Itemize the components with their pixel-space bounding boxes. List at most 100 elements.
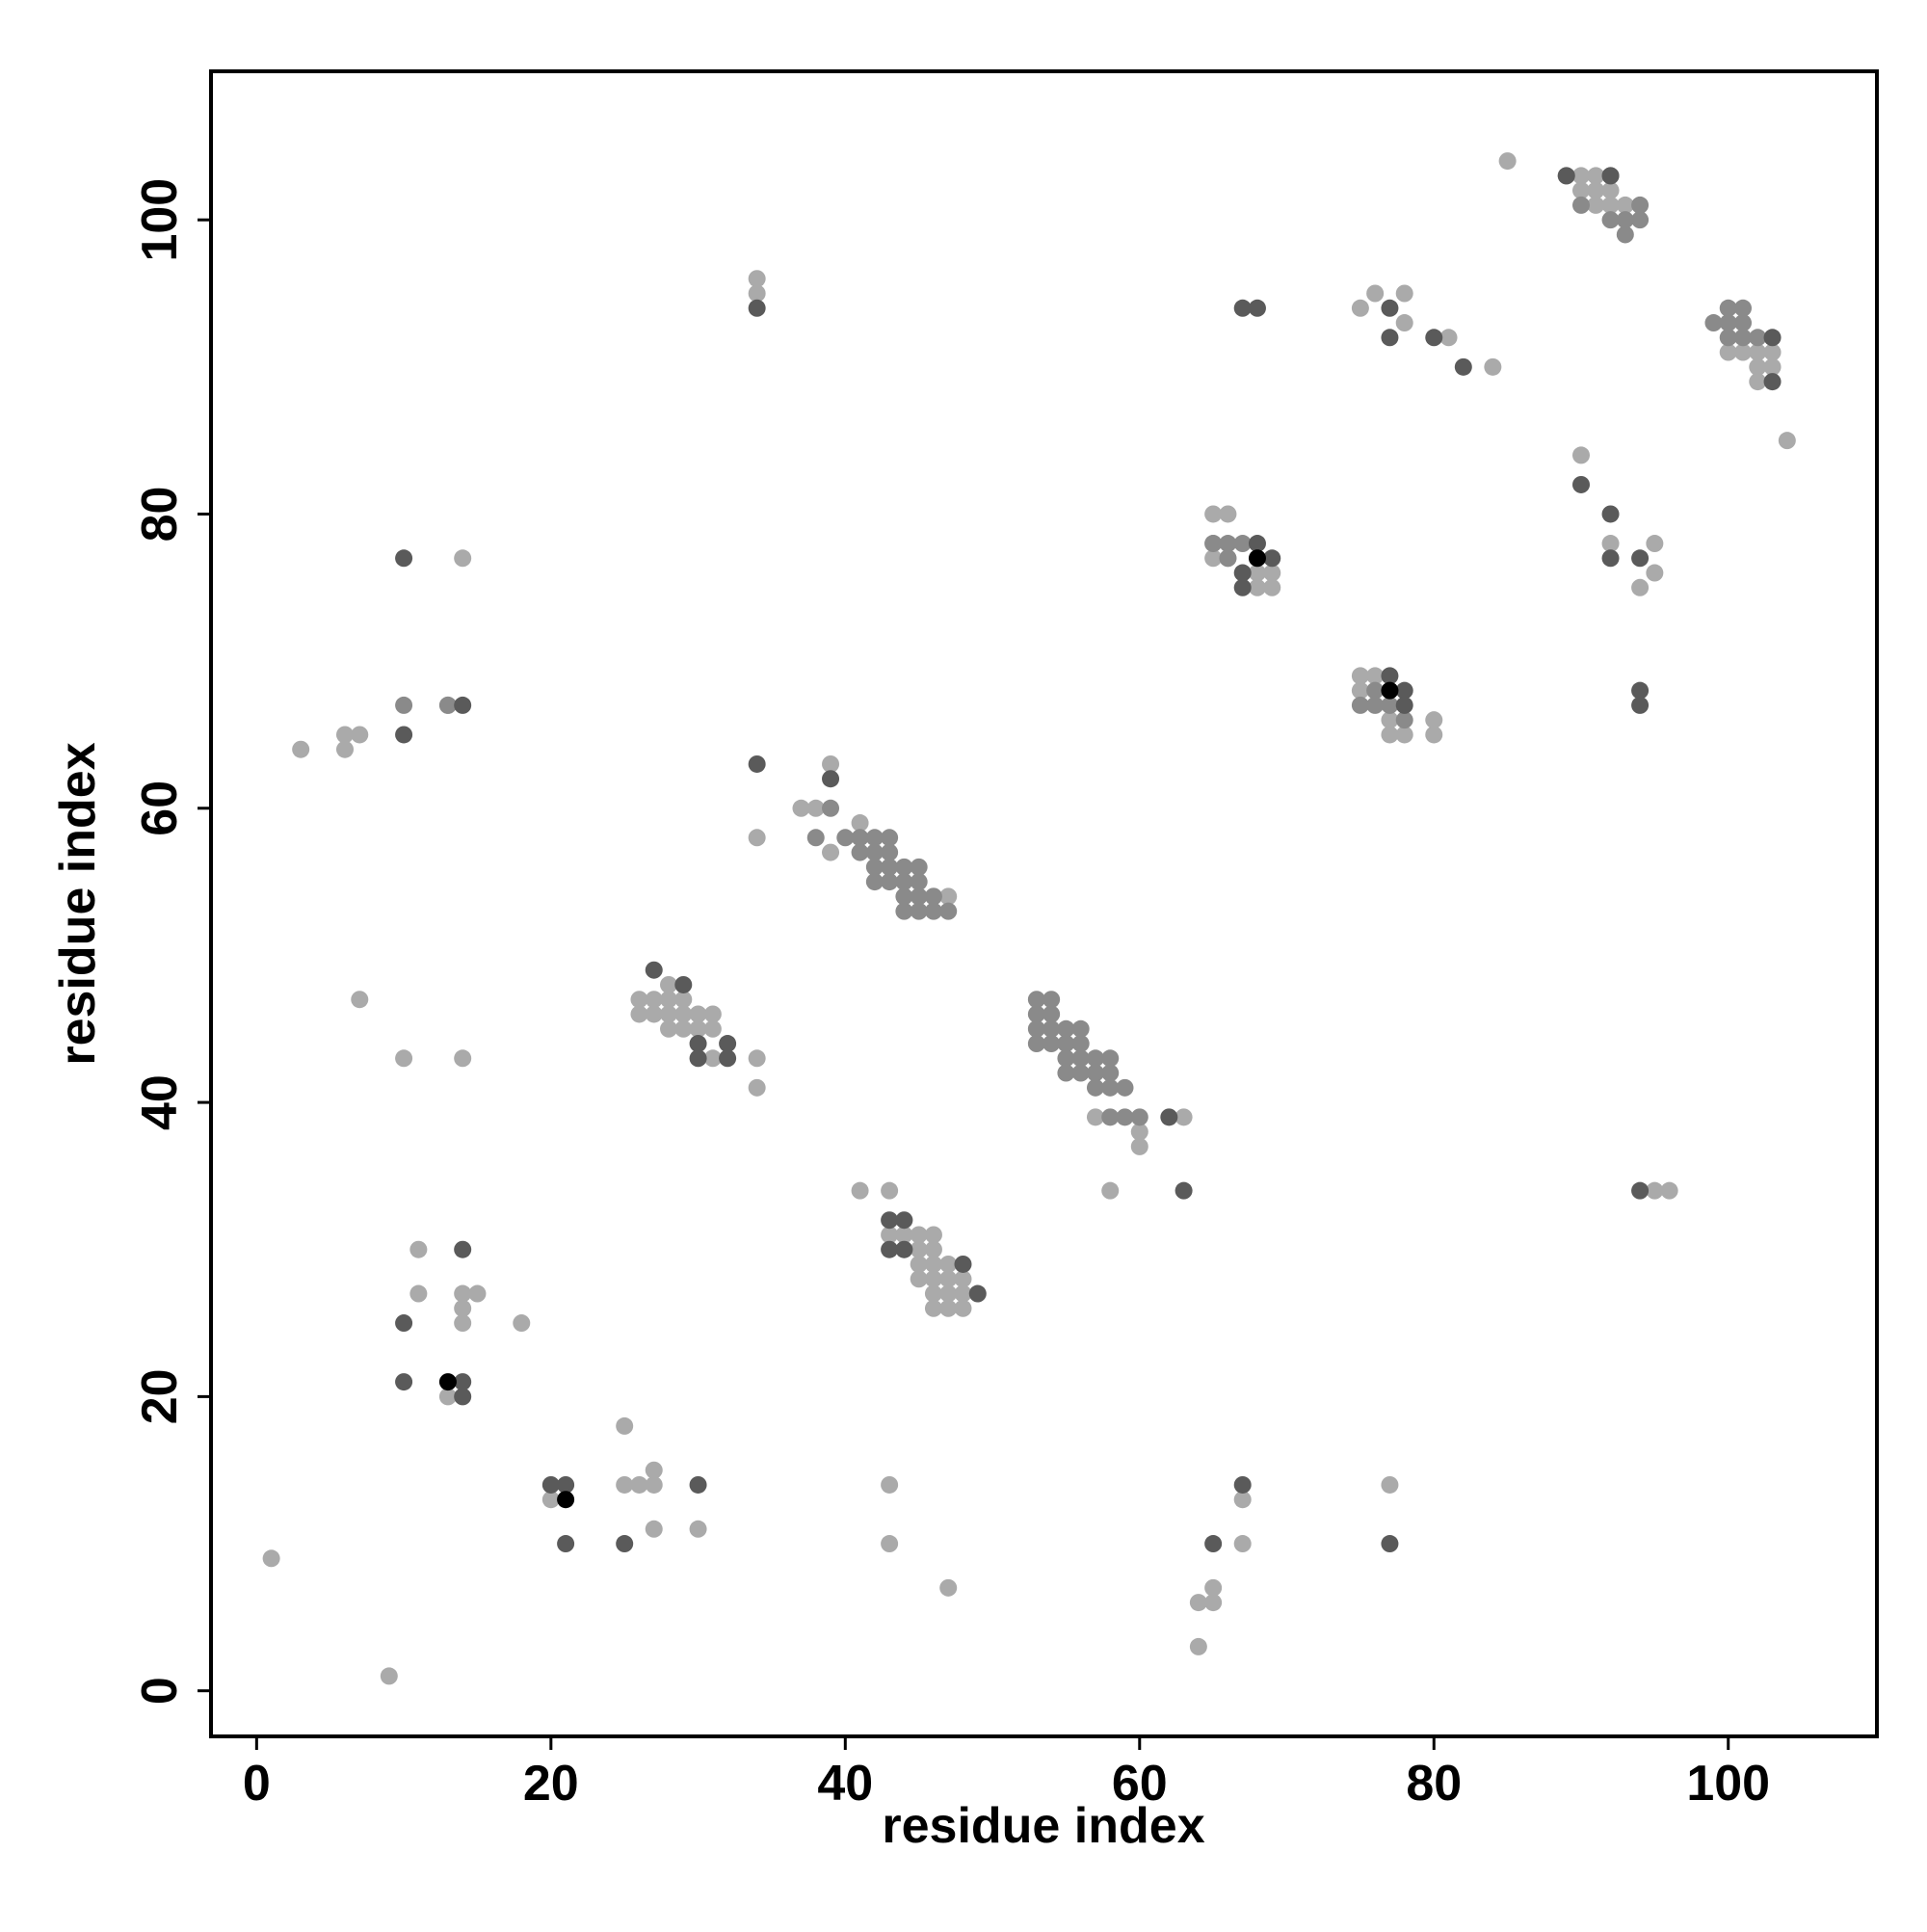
point [895, 902, 913, 920]
point [1057, 1035, 1075, 1053]
point [1660, 1181, 1678, 1200]
point [1086, 1049, 1104, 1068]
point [557, 1535, 575, 1553]
point [380, 1667, 398, 1685]
point [1366, 681, 1385, 700]
point [1587, 181, 1605, 199]
point [865, 858, 884, 876]
x-tick-label: 40 [817, 1756, 873, 1812]
point [806, 829, 825, 847]
point [1263, 549, 1281, 568]
point [1763, 343, 1782, 361]
point [616, 1475, 634, 1494]
point [1219, 535, 1237, 553]
point [557, 1475, 575, 1494]
point [1719, 343, 1737, 361]
point [939, 887, 958, 906]
point [910, 1240, 928, 1258]
point [689, 1520, 707, 1538]
point [557, 1491, 575, 1509]
x-tick-label: 60 [1112, 1756, 1168, 1812]
y-tick-label: 20 [132, 1368, 188, 1424]
point [395, 1049, 413, 1068]
point [895, 1240, 913, 1258]
point [1130, 1123, 1148, 1141]
point [1086, 1078, 1104, 1097]
point [1043, 1005, 1061, 1023]
point [748, 829, 766, 847]
point [335, 740, 354, 758]
point [395, 1373, 413, 1391]
point [939, 902, 958, 920]
point [1763, 329, 1782, 347]
point [689, 1019, 707, 1038]
point [1381, 1475, 1399, 1494]
point [1043, 991, 1061, 1009]
point [1395, 711, 1413, 729]
point [616, 1416, 634, 1435]
point [1027, 1019, 1045, 1038]
point [1719, 329, 1737, 347]
point [1646, 564, 1664, 582]
y-tick-label: 40 [132, 1074, 188, 1130]
point [851, 814, 869, 833]
point [1204, 1578, 1223, 1597]
point [968, 1284, 987, 1303]
point [1086, 1108, 1104, 1126]
point [1498, 152, 1517, 171]
point [1248, 578, 1266, 596]
point [910, 902, 928, 920]
point [1175, 1181, 1193, 1200]
point [1130, 1137, 1148, 1155]
point [689, 1035, 707, 1053]
point [630, 1475, 648, 1494]
point [748, 299, 766, 317]
point [939, 1255, 958, 1273]
point [1601, 181, 1620, 199]
point [1351, 696, 1369, 714]
point [881, 873, 899, 891]
point [1101, 1049, 1120, 1068]
point [660, 991, 678, 1009]
point [1189, 1637, 1207, 1655]
point [1425, 726, 1443, 744]
point [954, 1299, 972, 1317]
point [1027, 991, 1045, 1009]
point [1601, 167, 1620, 185]
point [939, 1299, 958, 1317]
point [454, 1240, 472, 1258]
point [541, 1475, 560, 1494]
point [865, 873, 884, 891]
point [1043, 1019, 1061, 1038]
point [1616, 211, 1634, 229]
point [822, 843, 840, 861]
point [1631, 549, 1650, 568]
point [1248, 299, 1266, 317]
point [454, 696, 472, 714]
point [645, 1520, 663, 1538]
point [409, 1284, 428, 1303]
point [1233, 299, 1252, 317]
point [1043, 1035, 1061, 1053]
point [1248, 549, 1266, 568]
point [1381, 329, 1399, 347]
point [1734, 343, 1753, 361]
point [703, 1005, 722, 1023]
point [910, 1255, 928, 1273]
point [1616, 225, 1634, 244]
point [454, 1314, 472, 1333]
point [1101, 1108, 1120, 1126]
point [939, 1284, 958, 1303]
point [939, 1270, 958, 1288]
point [689, 1049, 707, 1068]
point [1616, 196, 1634, 214]
point [910, 1270, 928, 1288]
point [924, 887, 942, 906]
point [335, 726, 354, 744]
point [1101, 1064, 1120, 1082]
point [910, 1226, 928, 1244]
point [881, 1226, 899, 1244]
point [1631, 578, 1650, 596]
point [630, 1005, 648, 1023]
point [1749, 329, 1767, 347]
